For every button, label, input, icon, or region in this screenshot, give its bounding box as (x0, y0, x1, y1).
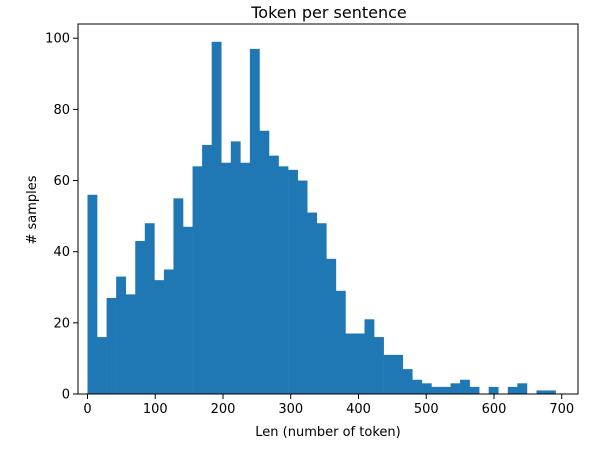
plot-frame (77, 23, 579, 395)
histogram-bar (297, 180, 308, 394)
chart-title: Token per sentence (250, 3, 407, 22)
histogram-bar (154, 280, 165, 394)
histogram-bar (221, 162, 232, 394)
histogram-bar (402, 369, 413, 394)
x-axis-label: Len (number of token) (255, 425, 400, 440)
histogram-bar (393, 354, 404, 394)
x-tick-label: 700 (549, 402, 574, 417)
x-tick-label: 300 (278, 402, 303, 417)
histogram-bar (144, 223, 155, 394)
histogram-bar (116, 276, 126, 394)
histogram-bar (106, 297, 117, 394)
histogram-bar (125, 294, 136, 394)
histogram-bar (517, 383, 528, 394)
histogram-bar (546, 390, 556, 394)
x-axis-ticks: 0 100 200 300 400 500 600 700 (83, 394, 574, 417)
histogram-bar (326, 258, 337, 394)
x-tick-label: 100 (143, 402, 168, 417)
bars-group (87, 41, 556, 395)
y-tick-label: 20 (53, 316, 70, 331)
histogram-bar (183, 226, 193, 394)
x-tick-label: 600 (482, 402, 507, 417)
histogram-bar (412, 379, 423, 394)
histogram-bar (240, 162, 251, 394)
y-tick-label: 100 (45, 32, 70, 47)
histogram-bar (202, 144, 212, 394)
histogram-bar (536, 390, 547, 394)
histogram-bar (440, 386, 451, 394)
histogram-bar (354, 333, 365, 394)
histogram-bar (135, 241, 146, 394)
histogram-bar (335, 290, 346, 394)
x-tick-label: 0 (83, 402, 91, 417)
histogram-bar (259, 130, 270, 394)
histogram-bar (431, 386, 442, 394)
histogram-bar (268, 155, 279, 394)
histogram-bar (488, 386, 499, 394)
x-tick-label: 200 (211, 402, 236, 417)
histogram-bar (450, 383, 461, 394)
y-axis-label: # samples (25, 175, 40, 244)
histogram-bar (211, 41, 222, 395)
histogram-bar (288, 169, 298, 394)
histogram-bar (383, 354, 394, 394)
histogram-bar (421, 383, 432, 394)
histogram-bar (469, 386, 480, 394)
histogram-bar (364, 319, 375, 394)
histogram-bar (230, 141, 241, 394)
histogram-bar (307, 212, 318, 394)
histogram-bar (278, 166, 289, 394)
x-tick-label: 400 (346, 402, 371, 417)
histogram-bar (507, 386, 518, 394)
y-tick-label: 0 (62, 388, 70, 403)
y-tick-label: 60 (53, 174, 70, 189)
y-tick-label: 80 (53, 103, 70, 118)
histogram-bar (249, 48, 260, 395)
histogram-bar (97, 337, 107, 394)
histogram-bar (163, 269, 174, 394)
histogram-bar (173, 198, 184, 394)
histogram-bar (345, 333, 356, 394)
histogram-bar (192, 166, 203, 394)
y-axis-ticks: 0 20 40 60 80 100 (45, 32, 78, 403)
histogram-bar (374, 337, 384, 394)
histogram-bar (87, 194, 98, 394)
y-tick-label: 40 (53, 245, 70, 260)
histogram-bar (460, 379, 470, 394)
histogram-bar (316, 223, 327, 394)
x-tick-label: 500 (414, 402, 439, 417)
